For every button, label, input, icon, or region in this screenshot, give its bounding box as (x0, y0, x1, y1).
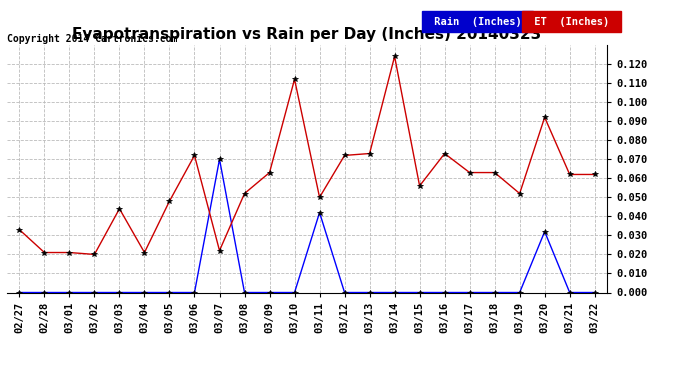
Title: Evapotranspiration vs Rain per Day (Inches) 20140323: Evapotranspiration vs Rain per Day (Inch… (72, 27, 542, 42)
Text: Rain  (Inches): Rain (Inches) (428, 17, 528, 27)
Text: ET  (Inches): ET (Inches) (528, 17, 615, 27)
Text: Copyright 2014 Cartronics.com: Copyright 2014 Cartronics.com (7, 34, 177, 44)
